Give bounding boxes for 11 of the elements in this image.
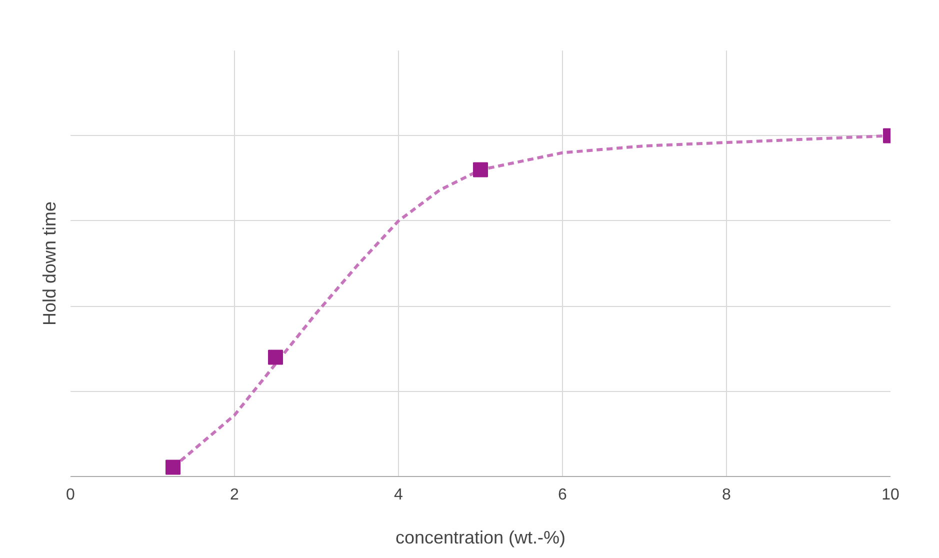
- y-axis-title: Hold down time: [40, 201, 60, 326]
- x-tick-label: 2: [230, 486, 240, 504]
- point: [166, 460, 180, 475]
- x-axis-title: concentration (wt.-%): [395, 528, 566, 548]
- x-tick-label: 6: [558, 486, 568, 504]
- point: [473, 162, 488, 178]
- x-tick-label: 0: [66, 486, 76, 504]
- x-tick-label: 4: [394, 486, 404, 504]
- point: [268, 350, 283, 365]
- x-tick-label: 10: [882, 486, 900, 504]
- x-tick-label: 8: [722, 486, 732, 504]
